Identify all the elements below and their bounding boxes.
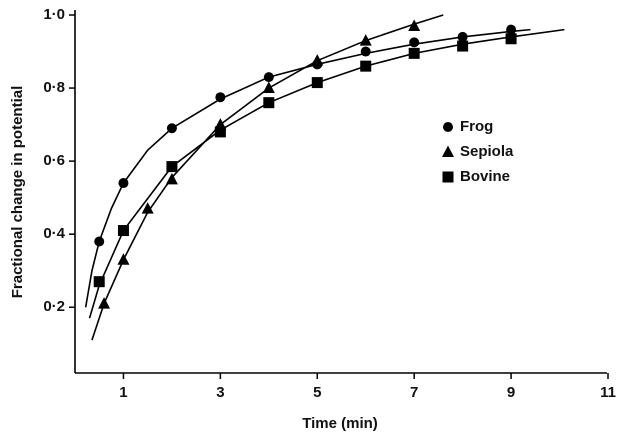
data-point (457, 31, 468, 42)
data-point (118, 178, 129, 189)
legend-label: Bovine (460, 168, 510, 185)
x-tick-label: 9 (507, 384, 515, 401)
y-tick-label: 1·0 (43, 6, 65, 23)
fit-curve (88, 28, 565, 319)
data-point (262, 81, 275, 94)
data-point (311, 54, 324, 66)
x-tick-label: 3 (216, 384, 224, 401)
data-point (360, 46, 371, 57)
data-point (117, 253, 130, 265)
data-point (457, 40, 469, 52)
data-point (215, 92, 226, 103)
x-tick-label: 7 (410, 384, 418, 401)
data-point (263, 97, 275, 109)
data-point (505, 33, 517, 45)
y-tick-label: 0·4 (43, 225, 65, 242)
legend-label: Frog (460, 118, 493, 135)
data-point (408, 47, 420, 59)
data-point (408, 19, 421, 31)
legend-label: Sepiola (460, 143, 514, 160)
data-point (166, 123, 177, 134)
y-axis-label: Fractional change in potential (9, 86, 26, 299)
data-point (94, 236, 105, 247)
x-tick-label: 5 (313, 384, 321, 401)
legend-marker (443, 122, 453, 132)
x-axis-label: Time (min) (302, 415, 378, 432)
data-point (165, 172, 178, 185)
data-point (263, 72, 274, 83)
data-point (166, 161, 178, 173)
data-point (117, 225, 129, 237)
data-point (93, 276, 105, 288)
data-point (359, 34, 372, 46)
legend-marker (442, 171, 454, 183)
legend-marker (442, 145, 454, 157)
data-point (214, 126, 226, 138)
data-point (141, 202, 154, 214)
y-tick-label: 0·8 (43, 79, 65, 96)
data-point (409, 37, 420, 48)
y-tick-label: 0·2 (43, 298, 65, 315)
data-point (506, 24, 517, 35)
data-point (311, 77, 323, 89)
x-tick-label: 1 (119, 384, 127, 401)
fit-curve (91, 14, 444, 341)
x-tick-label: 11 (600, 384, 616, 401)
y-tick-label: 0·6 (43, 152, 65, 169)
data-point (98, 297, 111, 309)
data-point (360, 60, 372, 72)
